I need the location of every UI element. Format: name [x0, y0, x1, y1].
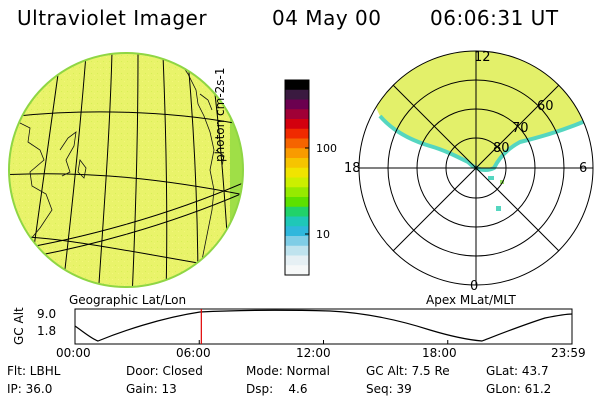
- colorbar-swatch: [285, 216, 309, 227]
- colorbar-tick-100: 100: [316, 142, 337, 155]
- colorbar-swatch: [285, 245, 309, 256]
- colorbar-swatch: [285, 197, 309, 208]
- aurora-speck: [496, 206, 501, 211]
- alt-xtick-3: 18:00: [422, 346, 457, 360]
- lat-label-60: 60: [537, 99, 554, 114]
- aurora-speck: [500, 180, 504, 184]
- instrument-title: Ultraviolet Imager: [17, 6, 208, 30]
- date-label: 04 May 00: [272, 6, 382, 30]
- alt-ytick-low: 1.8: [37, 324, 57, 338]
- colorbar-swatch: [285, 109, 309, 120]
- colorbar-swatch: [285, 89, 309, 100]
- colorbar-label: photon cm-2s-1: [213, 67, 227, 163]
- status-mode: Mode: Normal: [246, 364, 330, 378]
- status-gc-alt: GC Alt: 7.5 Re: [366, 364, 450, 378]
- auroral-edge: [378, 114, 593, 172]
- colorbar-swatch: [285, 119, 309, 130]
- colorbar-swatch: [285, 226, 309, 237]
- alt-plot-frame: [74, 308, 573, 345]
- mlt-label-18: 18: [344, 161, 361, 176]
- colorbar-swatch: [285, 80, 309, 91]
- aurora-speck: [488, 176, 494, 180]
- alt-xtick-2: 12:00: [296, 346, 331, 360]
- colorbar-tick-10: 10: [316, 228, 330, 241]
- status-filter: Flt: LBHL: [7, 364, 61, 378]
- colorbar-swatch: [285, 167, 309, 178]
- coastlines: [9, 61, 241, 271]
- alt-xtick-4: 23:59: [551, 346, 586, 360]
- altitude-curve: [74, 309, 573, 342]
- alt-xtick-1: 06:00: [176, 346, 211, 360]
- auroral-oval-fill: [360, 51, 593, 170]
- colorbar-swatch: [285, 236, 309, 247]
- alt-ytick-high: 9.0: [37, 307, 57, 321]
- polar-plot: 12 18 6 0 60 70 80: [344, 50, 594, 294]
- colorbar-swatch: [285, 206, 309, 217]
- time-label: 06:06:31 UT: [430, 6, 559, 30]
- mlt-label-12: 12: [474, 50, 491, 65]
- colorbar-swatch: [285, 148, 309, 159]
- status-ip: IP: 36.0: [7, 382, 53, 396]
- status-seq: Seq: 39: [366, 382, 412, 396]
- earth-limb: [8, 52, 244, 288]
- status-dsp: Dsp: 4.6: [246, 382, 308, 396]
- colorbar-swatch: [285, 128, 309, 139]
- mlt-label-0: 0: [470, 279, 478, 294]
- status-door: Door: Closed: [126, 364, 203, 378]
- status-gain: Gain: 13: [126, 382, 177, 396]
- altitude-plot: [74, 308, 573, 345]
- colorbar-swatch: [285, 255, 309, 266]
- colorbar-swatch: [285, 187, 309, 198]
- apex-label: Apex MLat/MLT: [426, 293, 516, 307]
- geographic-label: Geographic Lat/Lon: [69, 293, 187, 307]
- colorbar: [284, 79, 310, 276]
- alt-xtick-0: 00:00: [56, 346, 91, 360]
- polar-diagonal: [392, 84, 560, 252]
- colorbar-swatch: [285, 265, 309, 276]
- colorbar-frame: [284, 79, 310, 276]
- alt-ylabel: GC Alt: [12, 307, 26, 345]
- alt-x-ticks: [74, 340, 573, 344]
- colorbar-swatch: [285, 138, 309, 149]
- earth-limb-rim: [230, 60, 243, 280]
- status-glon: GLon: 61.2: [486, 382, 552, 396]
- lat-label-70: 70: [512, 121, 529, 136]
- lat-label-80: 80: [493, 141, 510, 156]
- colorbar-swatch: [285, 99, 309, 110]
- colorbar-swatch: [285, 158, 309, 169]
- colorbar-swatch: [285, 177, 309, 188]
- status-glat: GLat: 43.7: [486, 364, 549, 378]
- mlt-label-6: 6: [579, 161, 587, 176]
